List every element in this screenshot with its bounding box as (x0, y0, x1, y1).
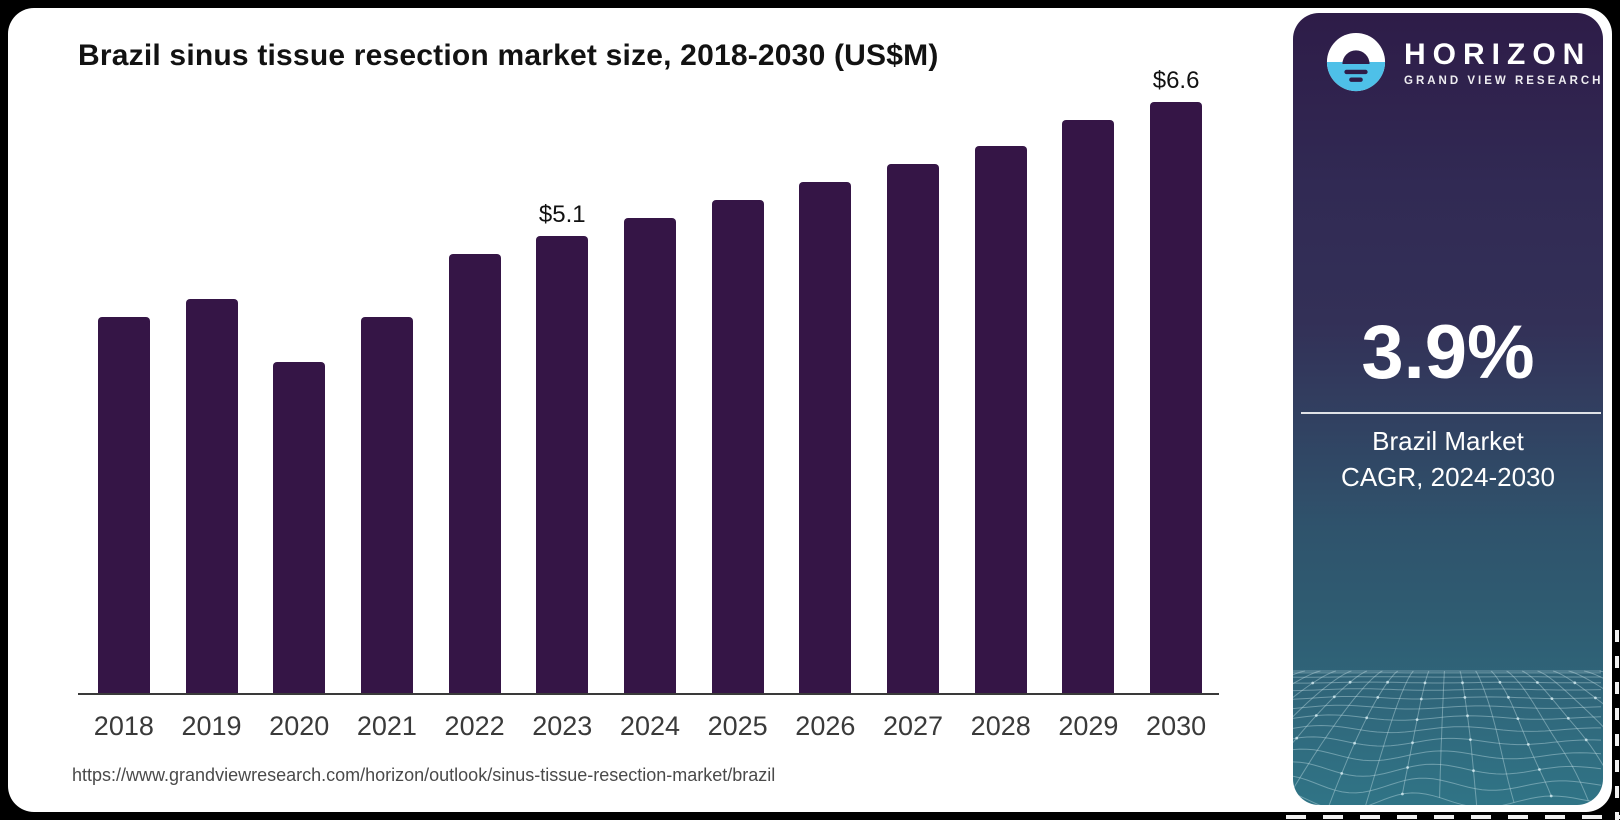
bar-cell (80, 316, 168, 693)
wireframe-mesh-decoration (1293, 670, 1603, 805)
bar-2018 (97, 316, 150, 693)
x-tick-label: 2029 (1058, 711, 1119, 741)
bar-2029 (1062, 119, 1115, 693)
report-card: Brazil sinus tissue resection market siz… (8, 8, 1612, 812)
source-url: https://www.grandviewresearch.com/horizo… (72, 765, 776, 785)
horizon-sun-logo-icon (1326, 32, 1386, 92)
bar-2023 (536, 236, 589, 693)
x-tick-label: 2022 (444, 711, 505, 741)
bar-cell (782, 182, 870, 693)
brand-subtitle: GRAND VIEW RESEARCH (1404, 74, 1603, 87)
cagr-label: Brazil Market CAGR, 2024-2030 (1293, 423, 1603, 495)
x-axis-tick-labels: 2018 2019 2020 2021 2022 2023 2024 2025 2026 2027… (80, 711, 1220, 742)
x-tick-label: 2024 (619, 711, 680, 741)
x-tick-label: 2026 (795, 711, 856, 741)
horizon-logo: HORIZON GRAND VIEW RESEARCH (1325, 31, 1603, 93)
bar-cell (694, 200, 782, 693)
bar-2028 (974, 146, 1027, 693)
bar-cell (168, 298, 256, 693)
bar-chart-bars: $5.1 $6.6 (80, 67, 1220, 693)
bar-value-label: $6.6 (1152, 66, 1200, 94)
x-tick-label: 2025 (707, 711, 768, 741)
x-tick-label: 2019 (181, 711, 242, 741)
bar-2022 (448, 254, 501, 693)
bar-2030 (1150, 101, 1203, 693)
bar-cell (343, 316, 431, 693)
cagr-label-line1: Brazil Market (1372, 426, 1524, 456)
cagr-label-line2: CAGR, 2024-2030 (1341, 462, 1555, 492)
bar-cell: $6.6 (1132, 67, 1220, 693)
bar-cell (431, 254, 519, 693)
bar-2027 (887, 164, 940, 693)
bar-2021 (360, 316, 413, 693)
chart-title: Brazil sinus tissue resection market siz… (78, 39, 939, 72)
bar-cell: $5.1 (518, 201, 606, 693)
logo-wordmark: HORIZON GRAND VIEW RESEARCH (1404, 38, 1603, 87)
bar-2019 (185, 298, 238, 693)
cagr-value: 3.9% (1361, 310, 1535, 395)
bar-value-label: $5.1 (538, 201, 586, 228)
x-tick-label: 2028 (970, 711, 1031, 741)
bar-2024 (623, 218, 676, 693)
bar-cell (957, 146, 1045, 693)
x-tick-label: 2021 (356, 711, 417, 741)
x-tick-label: 2023 (532, 711, 593, 741)
bar-cell (1045, 119, 1133, 693)
brand-name: HORIZON (1404, 37, 1592, 71)
bar-cell (869, 164, 957, 693)
bar-2020 (273, 361, 326, 693)
x-tick-label: 2018 (93, 711, 154, 741)
bar-2025 (711, 200, 764, 693)
x-tick-label: 2030 (1146, 711, 1207, 741)
bar-cell (606, 218, 694, 693)
x-tick-label: 2020 (269, 711, 330, 741)
bottom-dashed-line-decoration (1286, 815, 1620, 819)
x-axis-line (78, 693, 1219, 695)
x-tick-label: 2027 (882, 711, 944, 741)
bar-cell (255, 361, 343, 693)
right-dashed-line-decoration (1615, 630, 1619, 820)
bar-2026 (799, 182, 852, 693)
brand-sidebar: HORIZON GRAND VIEW RESEARCH 3.9% Brazil … (1293, 13, 1603, 805)
stat-divider (1301, 412, 1601, 414)
